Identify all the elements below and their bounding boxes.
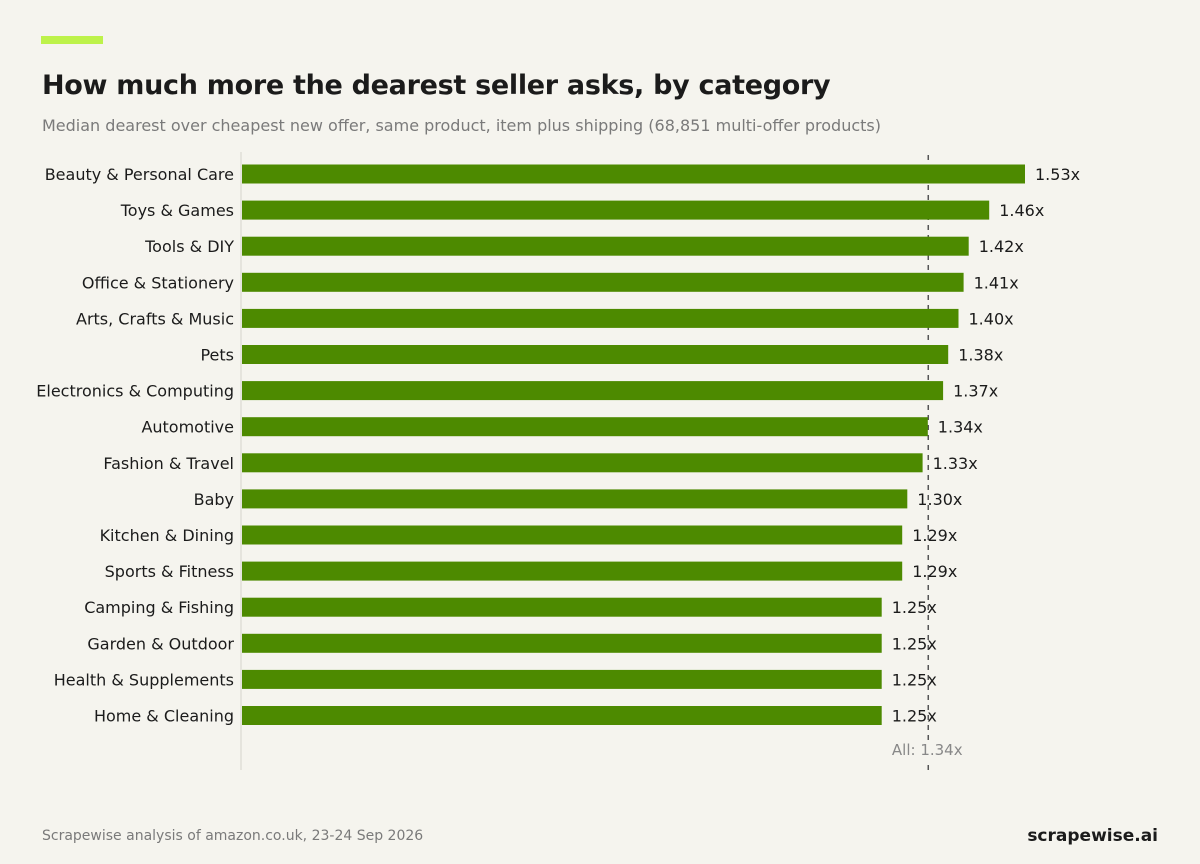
category-label: Office & Stationery xyxy=(82,273,234,292)
value-label: 1.53x xyxy=(1035,165,1080,184)
category-label: Toys & Games xyxy=(120,201,234,220)
category-label: Sports & Fitness xyxy=(105,562,234,581)
category-label: Tools & DIY xyxy=(144,237,234,256)
category-label: Home & Cleaning xyxy=(94,707,234,726)
bar xyxy=(242,236,969,256)
value-label: 1.29x xyxy=(912,562,957,581)
bar xyxy=(242,453,923,473)
bar xyxy=(242,669,882,689)
bar xyxy=(242,200,990,220)
category-label: Arts, Crafts & Music xyxy=(76,309,234,328)
value-label: 1.40x xyxy=(969,309,1014,328)
value-label: 1.34x xyxy=(938,418,983,437)
value-label: 1.42x xyxy=(979,237,1024,256)
bar xyxy=(242,417,928,437)
category-label: Baby xyxy=(194,490,234,509)
bar xyxy=(242,345,949,364)
category-label: Kitchen & Dining xyxy=(100,526,234,545)
category-label: Health & Supplements xyxy=(54,670,234,689)
chart-subtitle: Median dearest over cheapest new offer, … xyxy=(42,116,881,135)
chart-title: How much more the dearest seller asks, b… xyxy=(42,70,831,101)
bar xyxy=(242,308,959,328)
category-label: Electronics & Computing xyxy=(36,382,234,401)
value-label: 1.38x xyxy=(958,346,1003,365)
value-label: 1.25x xyxy=(892,707,937,726)
source-note: Scrapewise analysis of amazon.co.uk, 23-… xyxy=(42,828,424,844)
bar xyxy=(242,633,882,653)
bar xyxy=(242,381,944,401)
accent-bar xyxy=(41,36,103,44)
brand-logo: scrapewise.ai xyxy=(1027,826,1158,846)
category-label: Camping & Fishing xyxy=(84,598,234,617)
bar xyxy=(242,525,903,545)
value-label: 1.41x xyxy=(974,273,1019,292)
reference-label: All: 1.34x xyxy=(892,741,963,759)
bar xyxy=(242,597,882,617)
bar xyxy=(242,706,882,725)
bar xyxy=(242,561,903,581)
value-label: 1.33x xyxy=(933,454,978,473)
value-label: 1.25x xyxy=(892,634,937,653)
bar xyxy=(242,164,1025,184)
value-label: 1.25x xyxy=(892,670,937,689)
category-label: Fashion & Travel xyxy=(103,454,234,473)
category-label: Garden & Outdoor xyxy=(87,634,234,653)
bar xyxy=(242,489,908,509)
value-label: 1.25x xyxy=(892,598,937,617)
value-label: 1.29x xyxy=(912,526,957,545)
value-label: 1.30x xyxy=(917,490,962,509)
value-label: 1.46x xyxy=(999,201,1044,220)
reference-label-bg xyxy=(892,740,963,760)
value-label: 1.37x xyxy=(953,382,998,401)
category-label: Automotive xyxy=(141,418,234,437)
category-label: Beauty & Personal Care xyxy=(45,165,234,184)
category-label: Pets xyxy=(200,346,234,365)
bar xyxy=(242,272,964,292)
